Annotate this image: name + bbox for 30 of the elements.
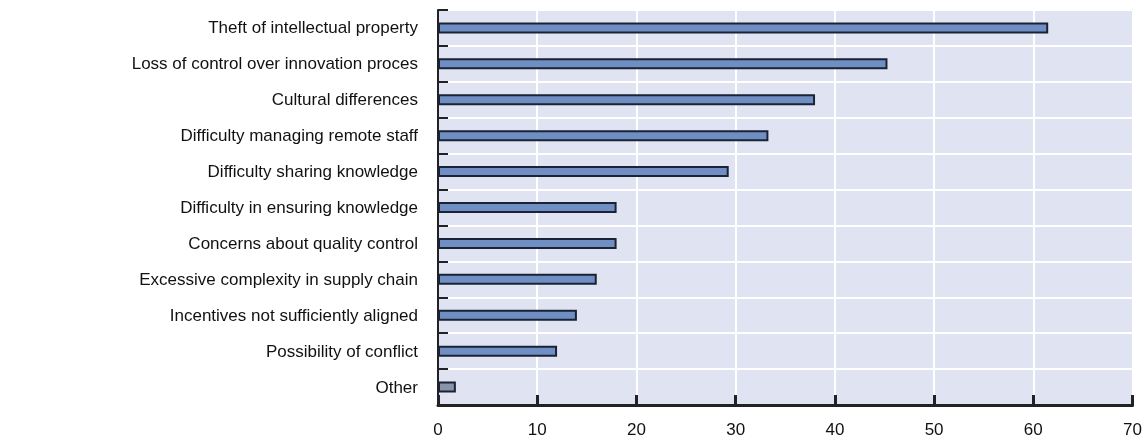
x-tick-label: 30 [726,420,746,439]
x-tick-label: 20 [626,420,646,439]
y-tick-label: Difficulty sharing knowledge [207,162,418,182]
bar [438,130,769,142]
bar [438,22,1049,34]
y-tick-label: Cultural differences [271,90,418,110]
y-tick-label: Concerns about quality control [188,233,418,253]
x-tick-label: 60 [1023,420,1043,439]
bar [438,309,577,321]
y-tick-label: Incentives not sufficiently aligned [169,305,418,325]
bar [438,58,888,70]
y-tick-label: Theft of intellectual property [208,18,419,38]
y-tick-label: Difficulty in ensuring knowledge [180,198,418,217]
y-tick-label: Possibility of conflict [265,341,419,361]
y-tick-label: Other [375,377,419,397]
bar [438,166,729,178]
x-tick-label: 0 [433,420,443,439]
bar [438,381,456,393]
y-tick-label: Difficulty managing remote staff [180,126,419,146]
x-tick-label: 70 [1123,420,1143,439]
y-tick-label: Excessive complexity in supply chain [139,269,418,289]
x-tick-label: 50 [924,420,944,439]
bar [438,94,816,106]
bar [438,345,558,357]
x-tick-label: 40 [825,420,845,439]
x-tick-label: 10 [527,420,547,439]
y-tick-label: Loss of control over innovation proces [131,54,418,74]
bar [438,202,617,213]
bar [438,273,597,285]
bar [438,237,617,249]
